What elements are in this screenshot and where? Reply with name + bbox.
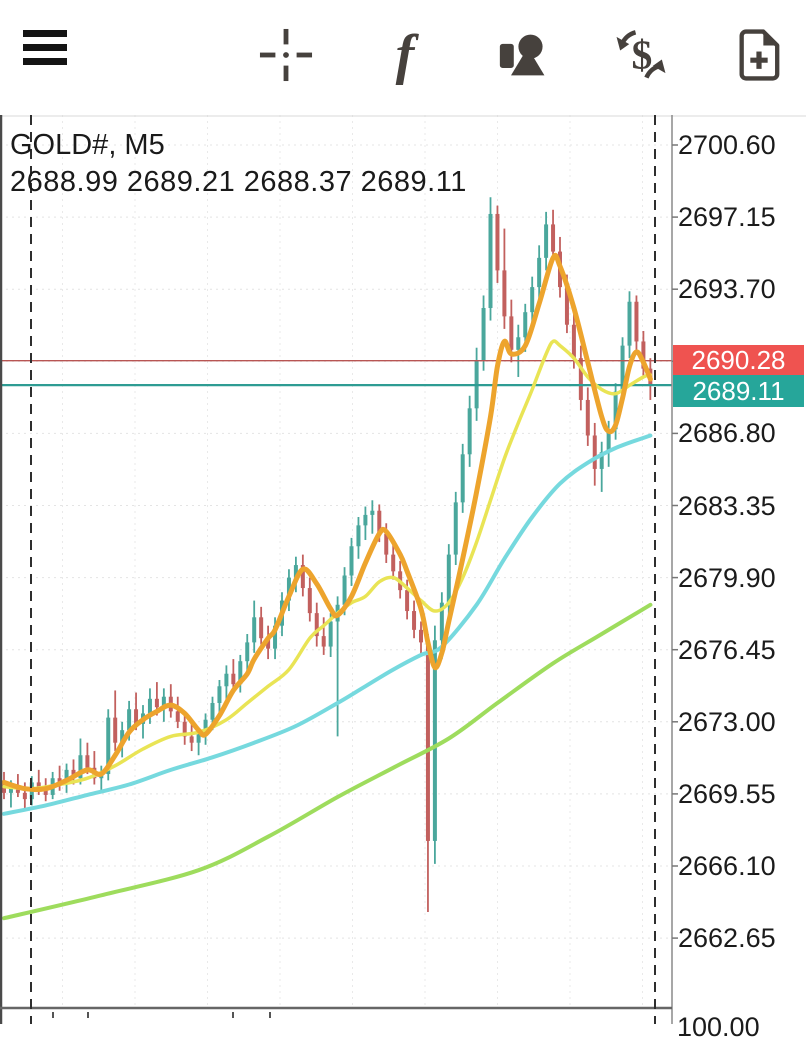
indicators-button[interactable]: f — [376, 24, 434, 86]
symbol-label: GOLD#, M5 — [10, 129, 165, 161]
chart-area[interactable]: GOLD#, M5 2688.99 2689.21 2688.37 2689.1… — [0, 115, 806, 1042]
candlestick-chart[interactable] — [0, 115, 806, 1024]
new-order-button[interactable] — [730, 24, 788, 86]
currency-exchange-icon: $ — [616, 30, 666, 79]
function-icon: f — [395, 24, 415, 86]
ohlc-values: 2688.99 2689.21 2688.37 2689.11 — [10, 166, 467, 198]
bid-price-badge: 2690.28 — [673, 345, 804, 375]
toolbar: f $ — [0, 0, 806, 115]
trade-button[interactable]: $ — [612, 24, 670, 86]
objects-icon — [499, 34, 545, 76]
dollar-glyph: $ — [631, 33, 652, 79]
menu-button[interactable] — [23, 30, 67, 68]
crosshair-button[interactable] — [257, 24, 315, 86]
menu-icon — [23, 30, 67, 65]
last-price-badge: 2689.11 — [673, 375, 804, 407]
indicator-pane-label: 100.00 — [677, 1012, 760, 1042]
new-order-icon — [739, 29, 780, 81]
objects-button[interactable] — [495, 24, 553, 86]
crosshair-icon — [259, 28, 313, 82]
